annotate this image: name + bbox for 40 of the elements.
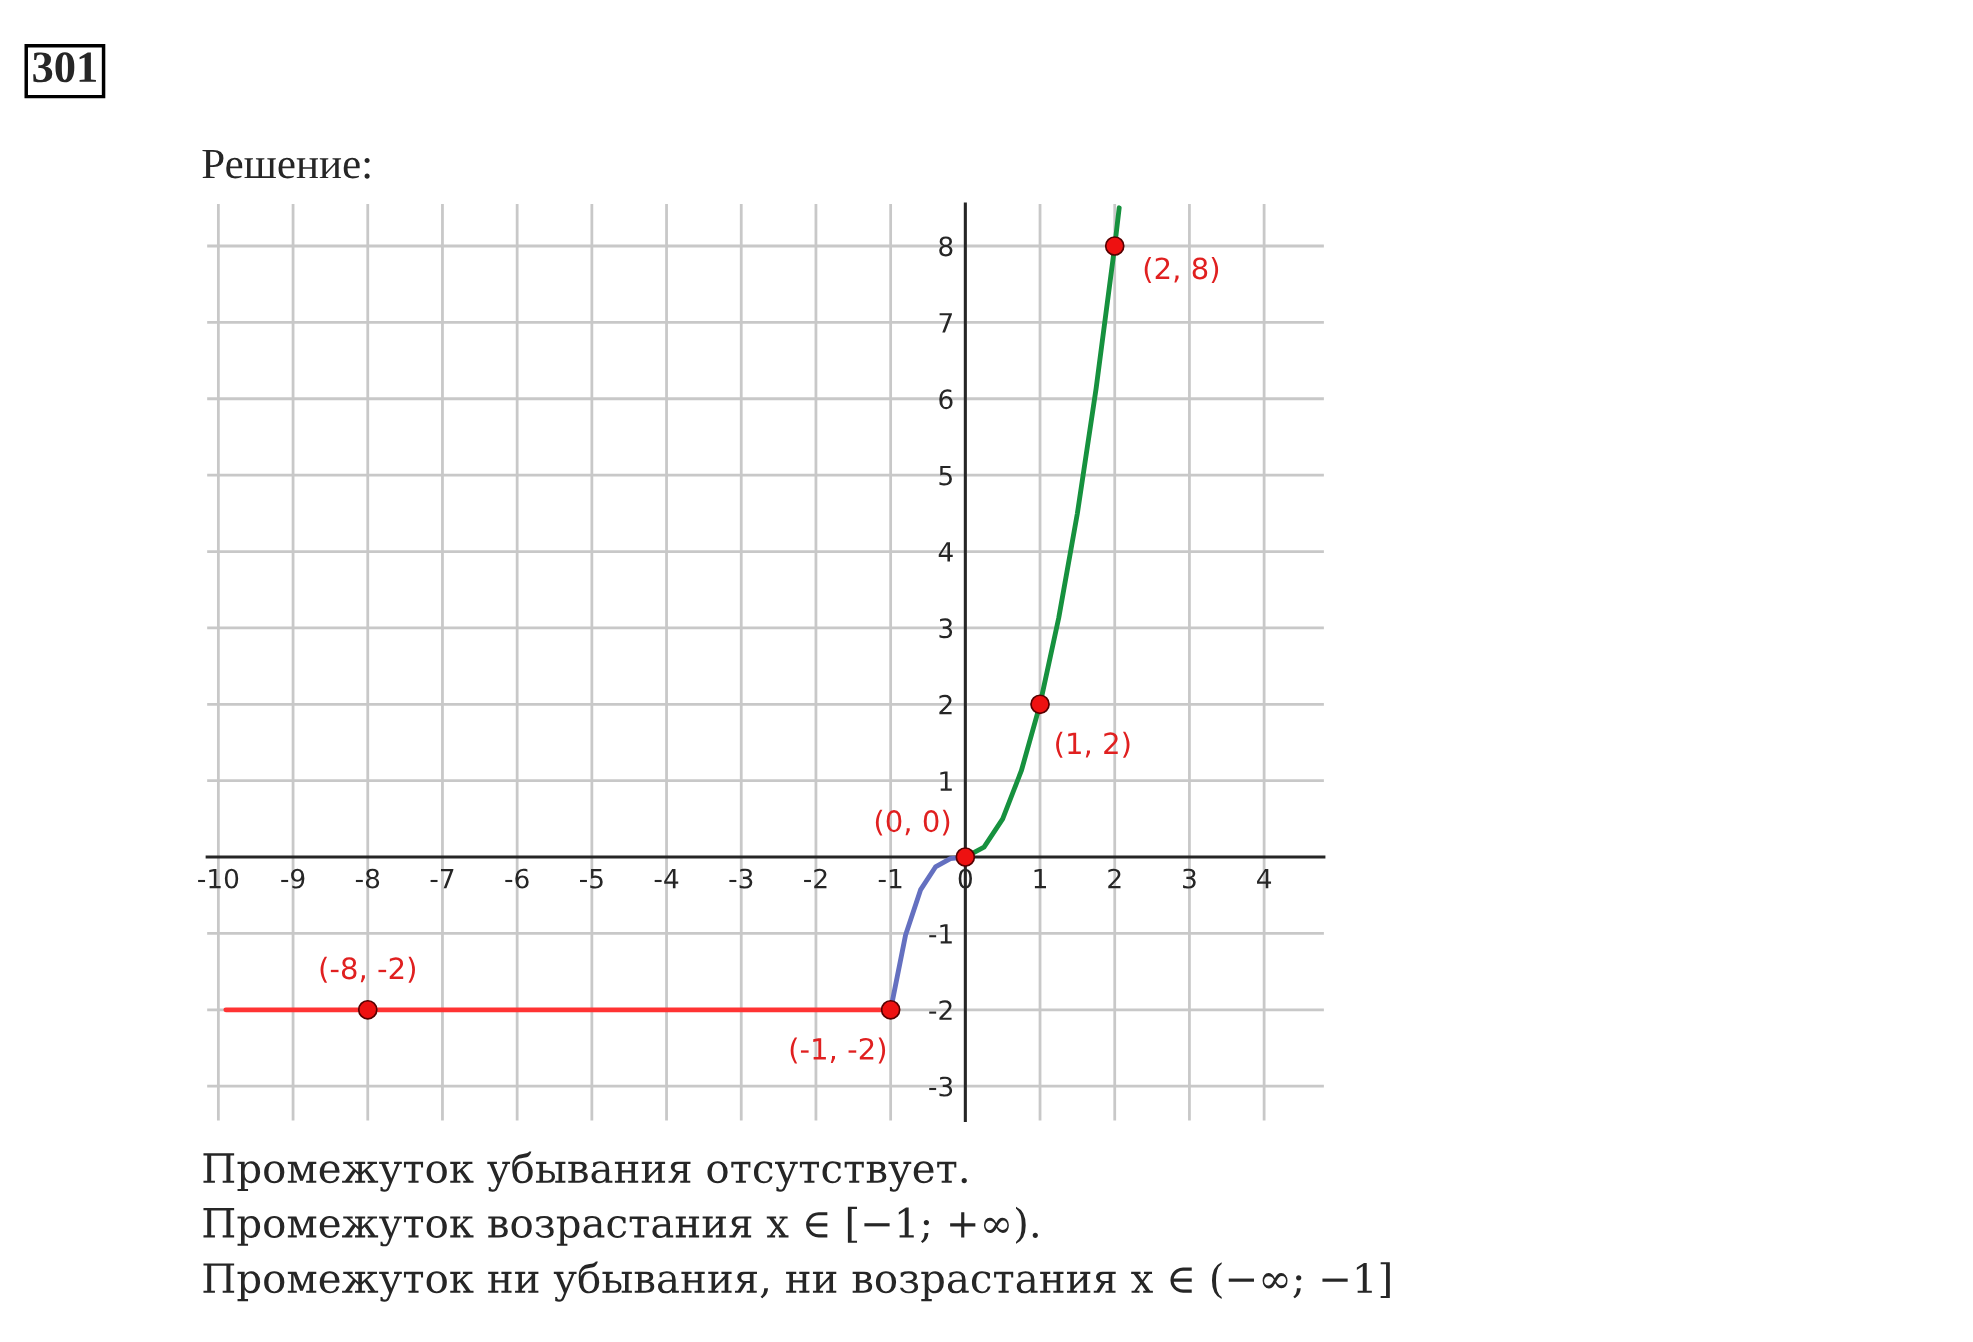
point — [357, 999, 378, 1020]
x-tick-label: -3 — [729, 868, 753, 889]
point — [1104, 236, 1125, 256]
point — [1030, 694, 1050, 715]
y-tick-label: 1 — [940, 771, 952, 791]
x-tick-label: -1 — [878, 868, 902, 889]
x-tick-label: -2 — [804, 868, 827, 889]
text: Промежуток возрастания x ∈ [−1; +∞). — [203, 1206, 1038, 1247]
y-tick-label: 7 — [939, 313, 952, 333]
point — [955, 847, 976, 867]
x-tick-label: 4 — [1257, 868, 1272, 889]
x-tick-label: -10 — [198, 868, 239, 889]
y-tick-label: -2 — [929, 1000, 952, 1020]
x-tick-label: -7 — [430, 868, 454, 889]
y-tick-label: 3 — [939, 618, 953, 639]
annotation: (-1, -2) — [790, 1037, 886, 1064]
y-tick-label: 6 — [939, 389, 953, 410]
y-tick-label: 8 — [939, 236, 953, 257]
x-tick-label: -4 — [654, 868, 679, 889]
annotation: (1, 2) — [1056, 731, 1130, 758]
y-tick-label: 4 — [938, 542, 953, 562]
annotation: (2, 8) — [1144, 256, 1219, 283]
text: Промежуток убывания отсутствует. — [203, 1151, 967, 1192]
annotation: (0, 0) — [875, 809, 950, 836]
x-tick-label: 1 — [1034, 868, 1046, 889]
y-tick-label: -3 — [929, 1076, 953, 1097]
x-tick-label: 3 — [1183, 868, 1196, 889]
chart-subtitle: Решение: — [202, 149, 370, 179]
x-tick-label: -9 — [281, 868, 305, 889]
annotation: (-8, -2) — [320, 956, 415, 983]
x-tick-label: -6 — [505, 868, 529, 889]
text: Промежуток ни убывания, ни возрастания x ∈ (−∞; −1] — [203, 1261, 1390, 1302]
y-tick-label: 5 — [939, 465, 952, 486]
point — [880, 999, 901, 1020]
y-tick-label: -1 — [929, 924, 952, 944]
x-tick-label: 2 — [1108, 868, 1121, 889]
chart-title: 301 — [33, 52, 96, 83]
y-tick-label: 2 — [939, 694, 952, 715]
x-tick-label: -8 — [355, 868, 380, 889]
x-tick-label: -5 — [579, 868, 603, 889]
